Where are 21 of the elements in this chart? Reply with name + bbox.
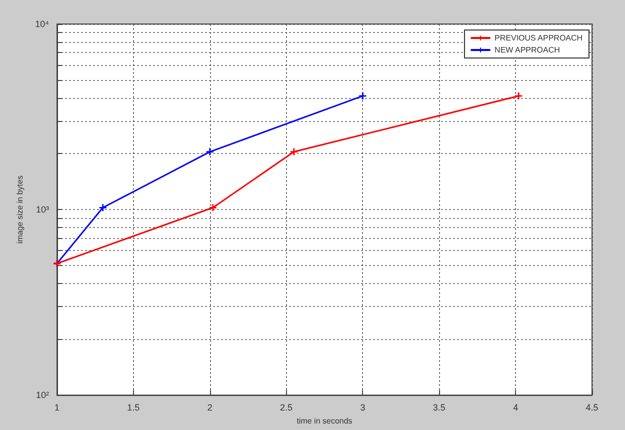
- x-tick-label: 3.5: [432, 402, 446, 413]
- point: [515, 92, 522, 100]
- x-tick-label: 1.5: [127, 402, 140, 413]
- x-tick-label: 4: [513, 402, 518, 413]
- point: [209, 204, 216, 212]
- y-tick-label: 10³: [36, 204, 49, 215]
- legend-label: PREVIOUS APPROACH: [494, 34, 583, 42]
- x-tick-label: 1: [54, 402, 60, 413]
- x-tick-label: 3: [360, 402, 366, 413]
- point: [99, 204, 106, 212]
- y-tick-label: 10²: [36, 390, 49, 400]
- x-tick-label: 2: [207, 402, 212, 413]
- point: [290, 148, 298, 156]
- y-axis-title: image size in bytes: [16, 176, 25, 244]
- x-axis-title: time in seconds: [296, 416, 352, 426]
- point: [359, 92, 366, 100]
- y-tick-label: 10⁴: [35, 19, 50, 29]
- x-tick-label: 2.5: [280, 402, 293, 413]
- x-tick-label: 4.5: [586, 402, 598, 413]
- point: [206, 148, 214, 156]
- legend-label: NEW APPROACH: [494, 46, 560, 54]
